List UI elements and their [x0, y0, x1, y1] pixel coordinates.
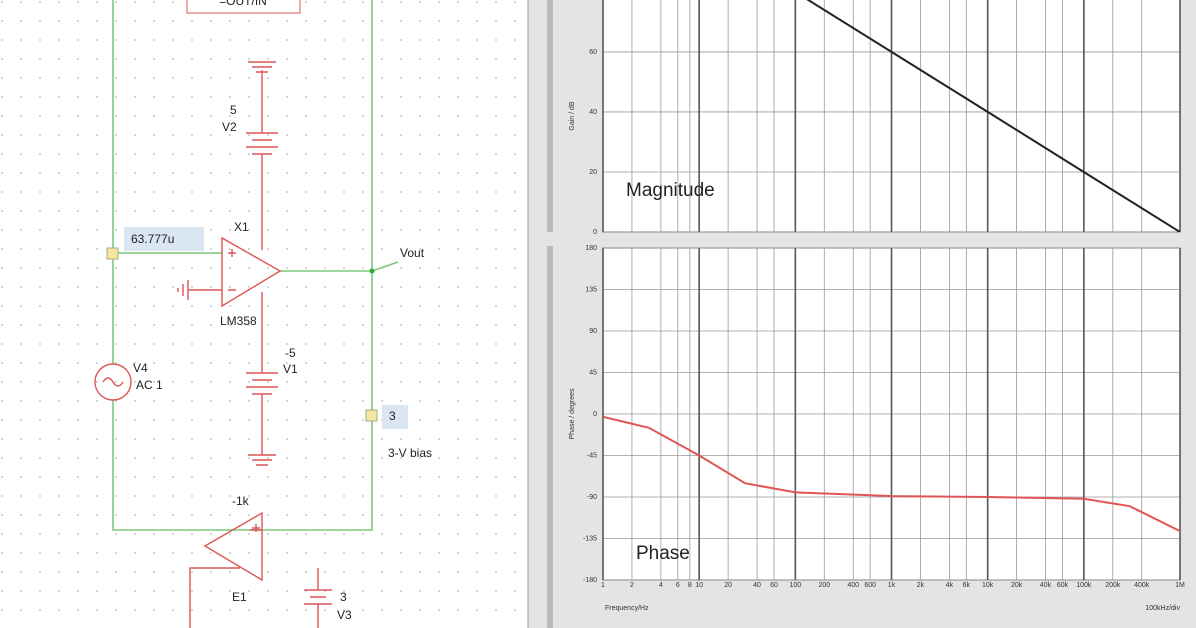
x-tick-label: 60k: [1057, 582, 1069, 589]
y-tick-label: -90: [587, 494, 597, 501]
schematic-label: V1: [283, 362, 298, 376]
x-tick-label: 60: [770, 582, 778, 589]
probe-label-bg: [382, 405, 408, 429]
schematic-label: 63.777u: [131, 232, 174, 246]
x-tick-label: 2: [630, 582, 634, 589]
probe: [365, 409, 378, 422]
scrollbar: [547, 0, 553, 232]
x-tick-label: 400: [847, 582, 859, 589]
x-tick-label: 6: [676, 582, 680, 589]
probe-box: [186, 0, 301, 14]
y-tick-label: 90: [589, 328, 597, 335]
x-axis-label: Frequency/Hz: [605, 605, 649, 612]
x-tick-label: 1k: [888, 582, 896, 589]
data-line: [806, 0, 1180, 232]
y-tick-label: 0: [593, 229, 597, 236]
schematic-label: E1: [232, 590, 247, 604]
y-tick-label: 20: [589, 169, 597, 176]
schematic-label: Vout: [400, 246, 425, 260]
plot-annotation: Phase: [636, 543, 690, 564]
x-tick-label: 200k: [1105, 582, 1121, 589]
data-line: [603, 415, 1180, 532]
y-tick-label: 45: [589, 369, 597, 376]
y-tick-label: -135: [583, 535, 597, 542]
schematic-label: LM358: [220, 314, 257, 328]
y-tick-label: 40: [589, 109, 597, 116]
schematic-label: 3: [340, 590, 347, 604]
x-tick-label: 1M: [1175, 582, 1185, 589]
x-tick-label: 6k: [963, 582, 971, 589]
schematic: [94, 0, 408, 628]
x-tick-label: 8: [688, 582, 692, 589]
scrollbar: [547, 246, 553, 628]
x-tick-label: 40: [753, 582, 761, 589]
x-tick-label: 20k: [1011, 582, 1023, 589]
x-tick-label: 4: [659, 582, 663, 589]
x-tick-label: 10k: [982, 582, 994, 589]
x-tick-label: 200: [818, 582, 830, 589]
x-scale-label: 100kHz/div: [1145, 605, 1180, 612]
schematic-label: -1k: [232, 494, 250, 508]
schematic-label: V3: [337, 608, 352, 622]
schematic-label: AC 1: [136, 378, 163, 392]
x-tick-label: 600: [864, 582, 876, 589]
y-tick-label: 0: [593, 411, 597, 418]
schematic-label: V4: [133, 361, 148, 375]
y-tick-label: 135: [585, 286, 597, 293]
plot-annotation: Magnitude: [626, 180, 715, 201]
probe-label-bg: [124, 227, 204, 251]
y-tick-label: 60: [589, 49, 597, 56]
x-tick-label: 100: [789, 582, 801, 589]
y-tick-label: -180: [583, 577, 597, 584]
x-tick-label: 1: [601, 582, 605, 589]
x-tick-label: 100k: [1076, 582, 1092, 589]
y-tick-label: -45: [587, 452, 597, 459]
schematic-label: =OUT/IN: [219, 0, 267, 8]
x-tick-label: 20: [724, 582, 732, 589]
schematic-label: X1: [234, 220, 249, 234]
y-axis-label: Gain / dB: [569, 101, 576, 131]
x-tick-label: 2k: [917, 582, 925, 589]
schematic-label: -5: [285, 346, 296, 360]
probe: [106, 247, 119, 260]
y-axis-label: Phase / degrees: [569, 388, 576, 439]
schematic-label: 3: [389, 409, 396, 423]
x-tick-label: 400k: [1134, 582, 1150, 589]
schematic-canvas: [0, 0, 528, 628]
schematic-label: V2: [222, 120, 237, 134]
y-tick-label: 180: [585, 245, 597, 252]
schematic-label: 5: [230, 103, 237, 117]
x-tick-label: 10: [695, 582, 703, 589]
schematic-label: 3-V bias: [388, 446, 432, 460]
x-tick-label: 4k: [946, 582, 954, 589]
x-tick-label: 40k: [1040, 582, 1052, 589]
